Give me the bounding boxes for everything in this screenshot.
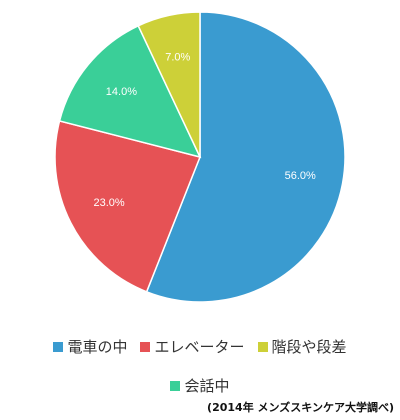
pie-value-label-0: 56.0% xyxy=(285,170,316,182)
pie-slice-2[interactable] xyxy=(58,24,202,159)
chart-legend: 電車の中 エレベーター 階段や段差 会話中 xyxy=(0,336,400,396)
legend-item-train[interactable]: 電車の中 xyxy=(53,336,127,357)
source-note: (2014年 メンズスキンケア大学調べ) xyxy=(207,401,394,414)
legend-item-stairs[interactable]: 階段や段差 xyxy=(257,336,347,357)
legend-label-elevator: エレベーター xyxy=(154,338,245,356)
legend-swatch-elevator xyxy=(140,341,151,352)
pie-chart: 56.0% 23.0% 14.0% 7.0% xyxy=(54,11,346,303)
pie-slices xyxy=(54,11,346,303)
legend-item-elevator[interactable]: エレベーター xyxy=(140,336,245,357)
pie-slice-3[interactable] xyxy=(137,11,201,158)
legend-label-stairs: 階段や段差 xyxy=(271,338,347,356)
legend-label-train: 電車の中 xyxy=(67,338,128,356)
pie-value-labels: 56.0% 23.0% 14.0% 7.0% xyxy=(94,51,316,209)
pie-value-label-3: 7.0% xyxy=(165,51,190,63)
pie-slice-0[interactable] xyxy=(145,11,346,303)
legend-swatch-stairs xyxy=(257,341,268,352)
pie-slice-1[interactable] xyxy=(54,120,202,293)
legend-item-conversation[interactable]: 会話中 xyxy=(170,375,230,396)
pie-value-label-2: 14.0% xyxy=(106,86,137,98)
legend-label-conversation: 会話中 xyxy=(184,377,230,395)
legend-swatch-conversation xyxy=(170,380,181,391)
legend-swatch-train xyxy=(53,341,64,352)
pie-value-label-1: 23.0% xyxy=(94,197,125,209)
